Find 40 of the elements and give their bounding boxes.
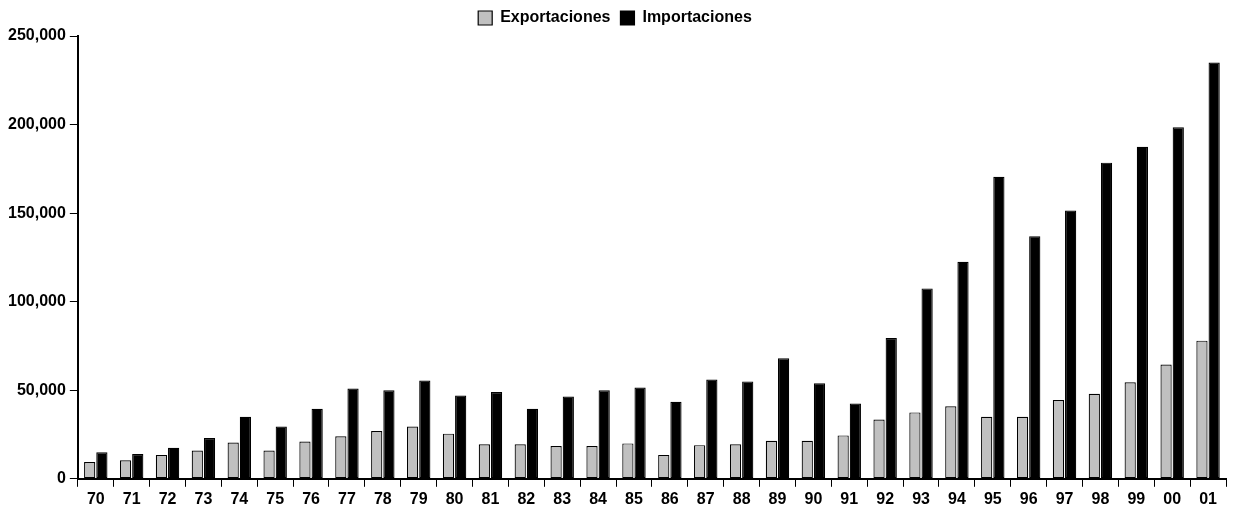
x-tick-label: 82	[517, 489, 536, 507]
x-tick-label: 92	[876, 489, 895, 507]
legend-label: Importaciones	[642, 8, 752, 26]
x-tick-label: 77	[338, 489, 356, 507]
x-tick-label: 85	[625, 489, 643, 507]
x-tick-label: 93	[912, 489, 931, 507]
x-tick-label: 95	[983, 489, 1002, 507]
x-tick-label: 75	[266, 489, 285, 507]
x-tick-label: 96	[1019, 489, 1038, 507]
y-tick-label: 0	[56, 469, 66, 487]
x-tick-label: 83	[553, 489, 572, 507]
y-tick-label: 150,000	[7, 203, 66, 221]
x-tick-label: 89	[768, 489, 787, 507]
x-tick-label: 98	[1091, 489, 1110, 507]
x-tick-label: 01	[1199, 489, 1218, 507]
x-tick-label: 81	[481, 489, 500, 507]
x-tick-label: 00	[1163, 489, 1182, 507]
x-tick-label: 80	[445, 489, 464, 507]
x-tick-label: 87	[696, 489, 715, 507]
x-tick-label: 86	[660, 489, 679, 507]
y-tick-label: 50,000	[16, 380, 66, 398]
x-tick-label: 84	[589, 489, 608, 507]
x-tick-label: 71	[122, 489, 141, 507]
x-tick-label: 76	[302, 489, 321, 507]
x-tick-label: 73	[194, 489, 213, 507]
x-tick-label: 74	[230, 489, 249, 507]
x-tick-label: 78	[373, 489, 392, 507]
x-tick-label: 88	[732, 489, 751, 507]
y-tick-label: 100,000	[7, 292, 66, 310]
x-tick-label: 90	[804, 489, 823, 507]
x-tick-label: 97	[1055, 489, 1074, 507]
x-tick-label: 94	[948, 489, 966, 507]
x-tick-label: 70	[86, 489, 105, 507]
y-tick-label: 200,000	[7, 114, 66, 132]
x-tick-label: 72	[158, 489, 177, 507]
legend-label: Exportaciones	[500, 8, 611, 26]
y-tick-label: 250,000	[7, 26, 66, 44]
x-tick-label: 91	[840, 489, 859, 507]
x-tick-label: 99	[1127, 489, 1146, 507]
x-tick-label: 79	[409, 489, 428, 507]
